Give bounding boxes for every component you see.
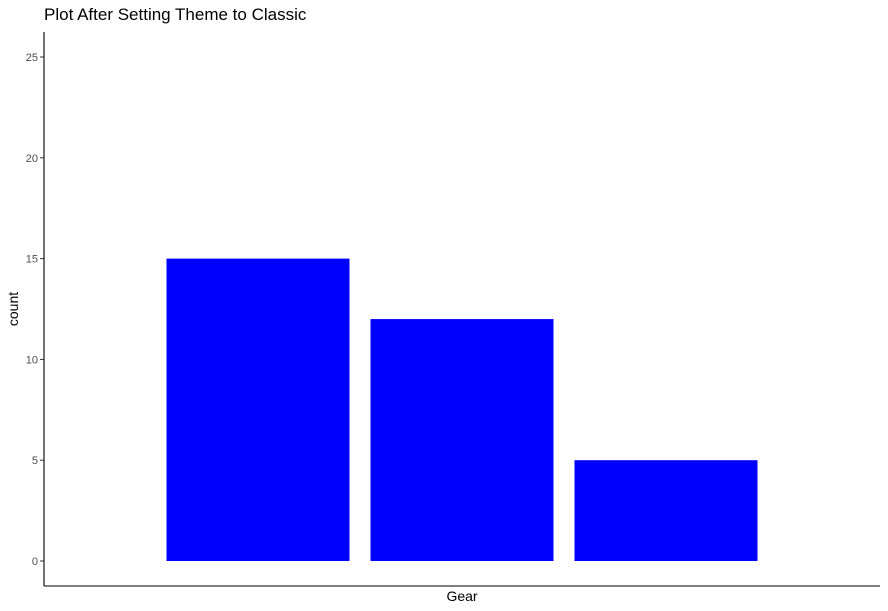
bar bbox=[370, 319, 554, 561]
y-axis-label: count bbox=[5, 292, 21, 326]
y-tick-label: 10 bbox=[26, 354, 38, 366]
bar bbox=[166, 258, 350, 561]
y-tick-label: 15 bbox=[26, 254, 38, 266]
y-axis-ticks: 0 5 10 15 20 25 bbox=[26, 52, 44, 568]
chart-title: Plot After Setting Theme to Classic bbox=[44, 5, 307, 24]
y-tick-label: 25 bbox=[26, 52, 38, 64]
y-tick-label: 20 bbox=[26, 153, 38, 165]
bar bbox=[574, 460, 758, 561]
y-tick-label: 0 bbox=[32, 556, 38, 568]
bars-layer bbox=[166, 258, 758, 561]
y-tick-label: 5 bbox=[32, 455, 38, 467]
x-axis-label: Gear bbox=[446, 588, 477, 604]
